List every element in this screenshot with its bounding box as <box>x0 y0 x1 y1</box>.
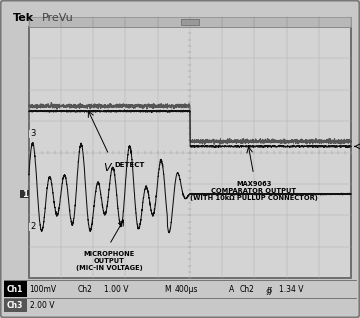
Text: Ch2: Ch2 <box>239 285 254 294</box>
Text: 2: 2 <box>30 222 35 231</box>
Text: Tek: Tek <box>13 13 34 23</box>
Text: DETECT: DETECT <box>114 162 145 168</box>
Text: ∯: ∯ <box>266 285 272 294</box>
Text: MAX9063
COMPARATOR OUTPUT
(WITH 10kΩ PULLUP CONNECTOR): MAX9063 COMPARATOR OUTPUT (WITH 10kΩ PUL… <box>190 181 318 201</box>
Bar <box>181 19 199 25</box>
Text: 1: 1 <box>22 190 27 199</box>
Text: 400μs: 400μs <box>175 285 198 294</box>
Text: 1.34 V: 1.34 V <box>279 285 303 294</box>
Bar <box>29 223 37 231</box>
Text: M: M <box>164 285 170 294</box>
Bar <box>4 299 27 312</box>
Bar <box>4 281 27 297</box>
Text: 3: 3 <box>30 129 35 138</box>
Bar <box>20 190 29 198</box>
Bar <box>29 17 351 27</box>
Text: 1.00 V: 1.00 V <box>104 285 128 294</box>
Text: Ch1: Ch1 <box>6 285 23 294</box>
Text: 100mV: 100mV <box>30 285 57 294</box>
Text: MICROPHONE
OUTPUT
(MIC-IN VOLTAGE): MICROPHONE OUTPUT (MIC-IN VOLTAGE) <box>76 251 143 271</box>
Text: PreVu: PreVu <box>41 13 73 23</box>
Text: Ch2: Ch2 <box>77 285 92 294</box>
Bar <box>29 130 37 138</box>
Text: Ch3: Ch3 <box>6 301 23 310</box>
Text: V: V <box>104 163 111 173</box>
Bar <box>29 27 351 278</box>
Text: A: A <box>229 285 234 294</box>
Text: 2.00 V: 2.00 V <box>30 301 54 310</box>
